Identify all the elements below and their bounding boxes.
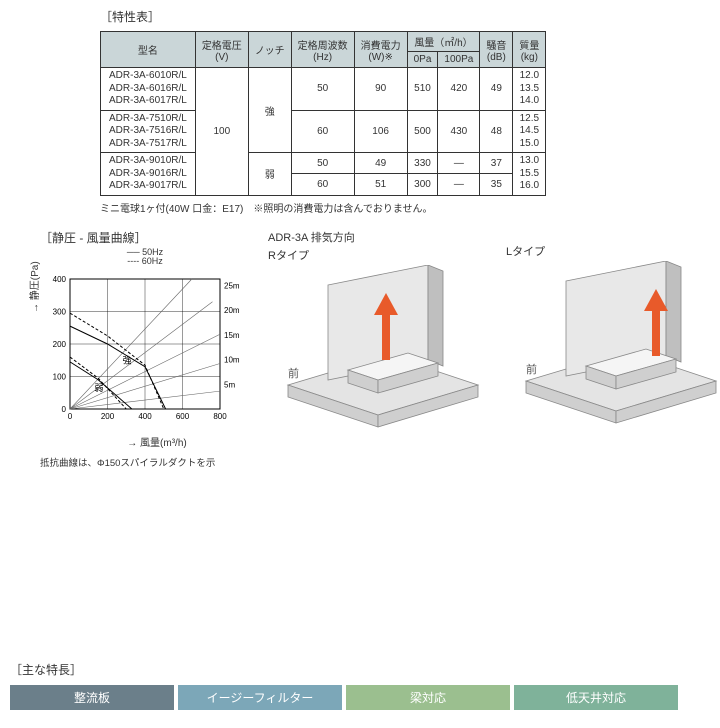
diagram-heading: ADR-3A 排気方向 [268,229,488,245]
th-af0: 0Pa [407,52,438,68]
spec-footnote: ミニ電球1ヶ付(40W 口金：E17) ※照明の消費電力は含んでおりません。 [100,200,720,215]
svg-text:15m: 15m [224,331,240,340]
r2-freq: 50 [291,153,354,174]
feature-3: 低天井対応 [514,685,678,710]
svg-text:600: 600 [176,412,190,421]
features-section-title: ［主な特長］ [10,661,82,678]
feature-2: 梁対応 [346,685,510,710]
th-noise: 騒音 (dB) [480,32,513,68]
diagram-r-label: Rタイプ [268,247,488,263]
svg-text:400: 400 [53,275,67,284]
diagram-l-type: Lタイプ 前 [506,243,720,470]
r3-noise: 35 [480,174,513,195]
legend-60hz: ---- 60Hz [127,256,163,266]
svg-text:25m: 25m [224,282,240,291]
svg-text:20m: 20m [224,306,240,315]
chart-note: 抵抗曲線は、Φ150スパイラルダクトを示 [40,455,250,469]
th-model: 型名 [101,32,196,68]
chart-legend: ── 50Hz ---- 60Hz [40,248,250,268]
r1-noise: 48 [480,110,513,153]
mass-2: 13.0 15.5 16.0 [513,153,546,196]
arrow-icon: → [30,303,41,313]
feature-0: 整流板 [10,685,174,710]
th-voltage: 定格電圧 (V) [195,32,248,68]
svg-text:200: 200 [101,412,115,421]
th-airflow: 風量（㎡/h） [407,32,480,52]
diagram-r-svg: 前 [268,265,488,430]
svg-text:弱: 弱 [94,383,103,393]
r0-af0: 510 [407,68,438,111]
svg-text:前: 前 [288,366,299,380]
svg-text:100: 100 [53,373,67,382]
legend-50hz: ── 50Hz [127,247,163,257]
r3-freq: 60 [291,174,354,195]
diagram-r-type: ADR-3A 排気方向 Rタイプ 前 [268,229,488,470]
svg-text:300: 300 [53,308,67,317]
th-af100: 100Pa [438,52,480,68]
svg-text:800: 800 [213,412,227,421]
r0-af100: 420 [438,68,480,111]
svg-text:強: 強 [123,355,132,366]
feature-1: イージーフィルター [178,685,342,710]
arrow-icon: → [127,438,137,449]
r1-af0: 500 [407,110,438,153]
mass-0: 12.0 13.5 14.0 [513,68,546,111]
chart-plot: 0 100 200 300 400 0 200 400 600 800 5m 10m 15m 20m 25m… [40,269,250,429]
r2-power: 49 [354,153,407,174]
notch-weak: 弱 [248,153,291,196]
svg-text:5m: 5m [224,381,235,390]
r2-af100: — [438,153,480,174]
th-power: 消費電力 (W)※ [354,32,407,68]
svg-text:前: 前 [526,362,537,376]
diagram-l-label: Lタイプ [506,243,720,259]
svg-text:0: 0 [62,405,67,414]
chart-y-label: → 静圧(Pa) [26,261,41,313]
model-group-2: ADR-3A-9010R/L ADR-3A-9016R/L ADR-3A-901… [101,153,196,196]
r2-af0: 330 [407,153,438,174]
svg-text:400: 400 [138,412,152,421]
mass-1: 12.5 14.5 15.0 [513,110,546,153]
voltage-cell: 100 [195,68,248,196]
features-bar: 整流板 イージーフィルター 梁対応 低天井対応 [10,685,678,710]
svg-text:10m: 10m [224,356,240,365]
svg-text:200: 200 [53,340,67,349]
model-group-0: ADR-3A-6010R/L ADR-3A-6016R/L ADR-3A-601… [101,68,196,111]
chart-x-label: → 風量(m³/h) [64,434,250,449]
spec-section-title: ［特性表］ [100,8,720,25]
r0-noise: 49 [480,68,513,111]
r1-freq: 60 [291,110,354,153]
th-notch: ノッチ [248,32,291,68]
r0-power: 90 [354,68,407,111]
model-group-1: ADR-3A-7510R/L ADR-3A-7516R/L ADR-3A-751… [101,110,196,153]
r0-freq: 50 [291,68,354,111]
notch-strong: 強 [248,68,291,153]
r1-power: 106 [354,110,407,153]
th-freq: 定格周波数 (Hz) [291,32,354,68]
th-mass: 質量 (kg) [513,32,546,68]
r3-af100: — [438,174,480,195]
r3-power: 51 [354,174,407,195]
r3-af0: 300 [407,174,438,195]
chart-section-title: ［静圧 - 風量曲線］ [40,229,250,246]
diagram-l-svg: 前 [506,261,720,426]
r1-af100: 430 [438,110,480,153]
svg-text:0: 0 [68,412,73,421]
r2-noise: 37 [480,153,513,174]
pressure-airflow-chart: ［静圧 - 風量曲線］ ── 50Hz ---- 60Hz 0 100 200 300… [40,229,250,470]
spec-table: 型名 定格電圧 (V) ノッチ 定格周波数 (Hz) 消費電力 (W)※ 風量（… [100,31,546,196]
